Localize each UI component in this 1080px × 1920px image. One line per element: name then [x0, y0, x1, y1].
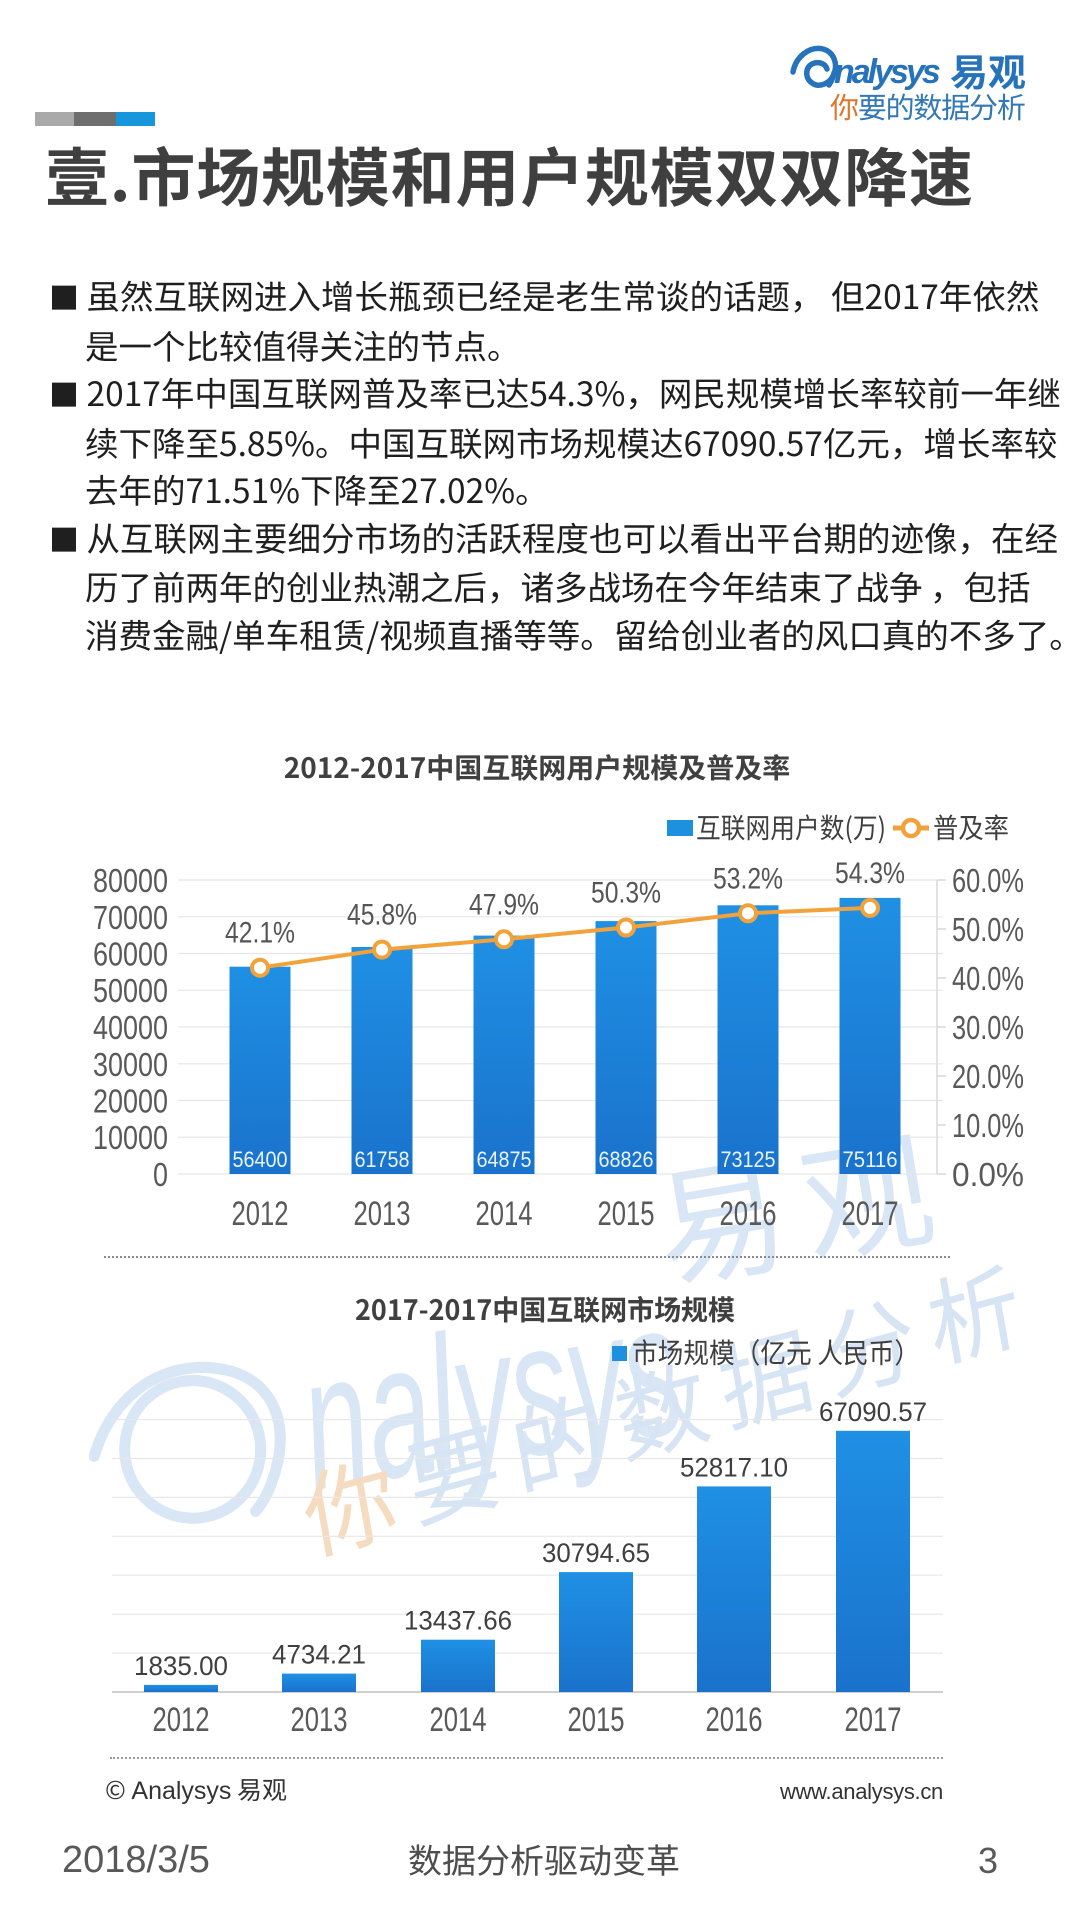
svg-text:互联网用户数(万): 互联网用户数(万) — [696, 807, 886, 847]
svg-text:2014: 2014 — [430, 1701, 487, 1739]
svg-text:20000: 20000 — [93, 1083, 168, 1120]
svg-text:80000: 80000 — [93, 862, 168, 899]
svg-text:2017: 2017 — [842, 1195, 899, 1233]
svg-text:2016: 2016 — [706, 1701, 763, 1739]
svg-text:70000: 70000 — [93, 899, 168, 936]
svg-text:0: 0 — [153, 1156, 168, 1193]
svg-text:普及率: 普及率 — [933, 807, 1009, 847]
svg-text:60000: 60000 — [93, 936, 168, 973]
svg-text:42.1%: 42.1% — [225, 917, 295, 950]
svg-text:易观: 易观 — [950, 42, 1026, 97]
svg-text:2017: 2017 — [845, 1701, 902, 1739]
svg-text:0.0%: 0.0% — [952, 1156, 1024, 1193]
svg-text:2012: 2012 — [153, 1701, 210, 1739]
svg-text:2015: 2015 — [598, 1195, 655, 1233]
svg-text:10000: 10000 — [93, 1119, 168, 1156]
svg-text:67090.57: 67090.57 — [819, 1397, 927, 1427]
svg-text:30000: 30000 — [93, 1046, 168, 1083]
svg-text:56400: 56400 — [233, 1147, 288, 1172]
svg-text:市场规模（亿元 人民币）: 市场规模（亿元 人民币） — [632, 1332, 920, 1372]
svg-text:2017-2017中国互联网市场规模: 2017-2017中国互联网市场规模 — [355, 1289, 735, 1329]
svg-text:30794.65: 30794.65 — [542, 1538, 650, 1568]
svg-text:2016: 2016 — [720, 1195, 777, 1233]
svg-text:64875: 64875 — [477, 1147, 532, 1172]
svg-text:50.3%: 50.3% — [591, 877, 661, 910]
svg-text:30.0%: 30.0% — [952, 1009, 1024, 1046]
svg-text:52817.10: 52817.10 — [680, 1452, 788, 1482]
svg-text:20.0%: 20.0% — [952, 1058, 1024, 1095]
svg-text:10.0%: 10.0% — [952, 1107, 1024, 1144]
svg-text:2013: 2013 — [291, 1701, 348, 1739]
svg-text:61758: 61758 — [355, 1147, 410, 1172]
svg-text:2015: 2015 — [568, 1701, 625, 1739]
svg-text:68826: 68826 — [599, 1147, 654, 1172]
svg-text:你要的数据分析: 你要的数据分析 — [830, 85, 1025, 125]
svg-text:47.9%: 47.9% — [469, 888, 539, 921]
svg-text:40000: 40000 — [93, 1009, 168, 1046]
svg-text:2012: 2012 — [232, 1195, 289, 1233]
svg-text:60.0%: 60.0% — [952, 862, 1024, 899]
svg-text:45.8%: 45.8% — [347, 899, 417, 932]
svg-text:40.0%: 40.0% — [952, 960, 1024, 997]
svg-text:13437.66: 13437.66 — [404, 1606, 512, 1636]
svg-text:50000: 50000 — [93, 972, 168, 1009]
svg-text:4734.21: 4734.21 — [272, 1640, 366, 1670]
svg-text:2012-2017中国互联网用户规模及普及率: 2012-2017中国互联网用户规模及普及率 — [284, 747, 791, 787]
svg-text:2014: 2014 — [476, 1195, 533, 1233]
svg-text:54.3%: 54.3% — [835, 857, 905, 890]
svg-text:75116: 75116 — [843, 1147, 898, 1172]
svg-text:2013: 2013 — [354, 1195, 411, 1233]
svg-text:nalysys: nalysys — [834, 53, 940, 91]
svg-text:53.2%: 53.2% — [713, 862, 783, 895]
svg-text:1835.00: 1835.00 — [134, 1651, 228, 1681]
svg-text:73125: 73125 — [721, 1147, 776, 1172]
svg-text:50.0%: 50.0% — [952, 911, 1024, 948]
